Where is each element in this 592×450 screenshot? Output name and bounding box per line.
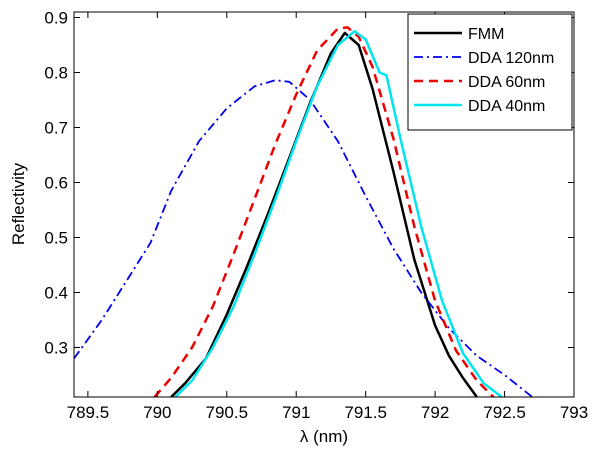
series-line-fmm — [170, 31, 478, 397]
legend-label: FMM — [468, 26, 504, 43]
y-tick-label: 0.5 — [44, 229, 68, 248]
x-axis-label: λ (nm) — [300, 427, 348, 446]
x-tick-label: 791 — [282, 403, 310, 422]
tick-layer: 789.5 790 790.5 791 791.5 792 792.5 793 0.3 0.4 0.… — [44, 9, 588, 423]
series-line-dda-120nm — [74, 79, 533, 397]
y-tick-label: 0.7 — [44, 119, 68, 138]
y-axis-label: Reflectivity — [9, 162, 28, 245]
legend-label: DDA 120nm — [468, 50, 554, 67]
x-tick-label: 792 — [421, 403, 449, 422]
y-tick-label: 0.8 — [44, 64, 68, 83]
x-tick-label: 792.5 — [483, 403, 526, 422]
legend-label: DDA 60nm — [468, 74, 545, 91]
x-tick-label: 790 — [143, 403, 171, 422]
y-tick-label: 0.3 — [44, 339, 68, 358]
legend: FMM DDA 120nm DDA 60nm DDA 40nm — [407, 13, 573, 131]
y-tick-label: 0.4 — [44, 284, 68, 303]
x-tick-label: 789.5 — [67, 403, 110, 422]
legend-label: DDA 40nm — [468, 98, 545, 115]
x-tick-label: 793 — [560, 403, 588, 422]
axes-frame — [73, 11, 575, 398]
series-line-dda-40nm — [174, 30, 503, 397]
y-tick-label: 0.9 — [44, 9, 68, 28]
series-line-dda-60nm — [153, 26, 495, 397]
x-tick-label: 790.5 — [206, 403, 249, 422]
y-tick-label: 0.6 — [44, 174, 68, 193]
x-tick-label: 791.5 — [344, 403, 387, 422]
series-layer — [74, 26, 533, 397]
